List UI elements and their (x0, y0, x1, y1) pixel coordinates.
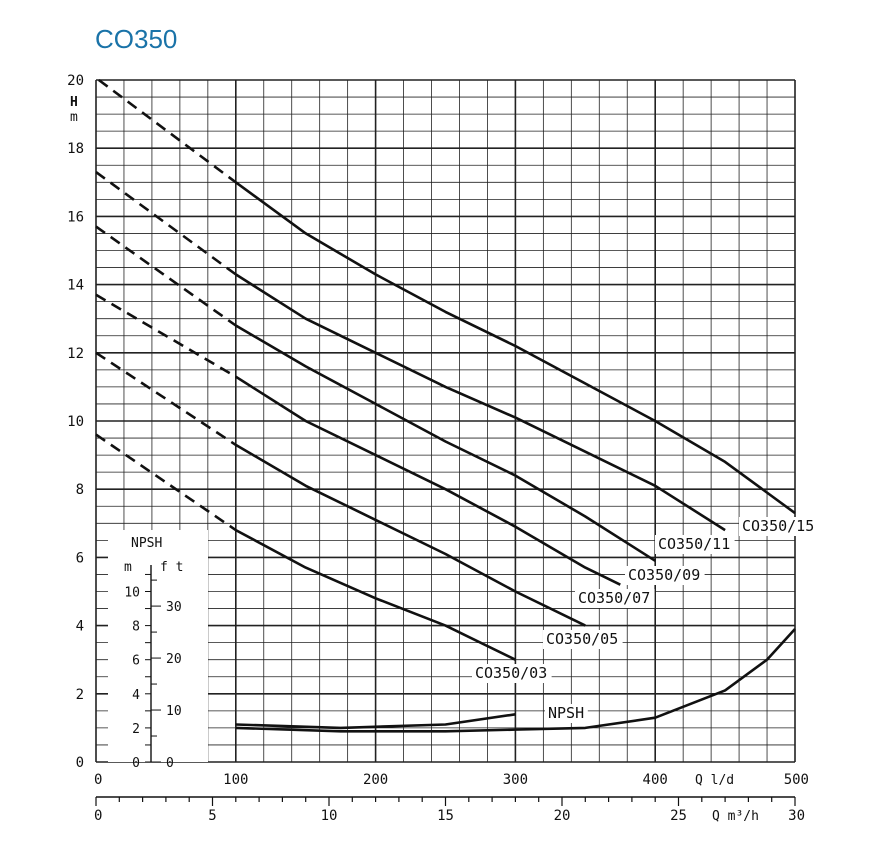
y-tick-label: 12 (67, 346, 84, 362)
npsh-scale-title: NPSH (131, 536, 162, 551)
series-label: CO350/03 (475, 664, 547, 682)
dashed-curve-segment (95, 433, 237, 532)
series-label-background (575, 589, 655, 608)
y-tick-label: 20 (67, 73, 84, 89)
series-npsh-secondary (235, 713, 516, 730)
secondary-x-tick-label: 0 (94, 808, 102, 824)
series-co350-03 (95, 433, 516, 661)
npsh-m-tick-label: 2 (132, 722, 140, 737)
secondary-x-tick-label: 30 (788, 808, 805, 824)
y-tick-label: 18 (67, 141, 84, 157)
dashed-curve-segment (95, 351, 237, 446)
page-title: CO350 (95, 24, 178, 54)
y-tick-label: 0 (76, 755, 84, 771)
series-npsh (235, 628, 796, 733)
npsh-m-tick-label: 10 (124, 586, 140, 601)
series-label: NPSH (548, 704, 584, 722)
y-tick-label: 14 (67, 278, 84, 294)
secondary-x-axis: 0 5 10 15 20 25 30 Q m³/h (94, 796, 805, 824)
solid-curve-segment (235, 181, 796, 515)
npsh-ft-tick-label: 0 (166, 756, 174, 771)
npsh-m-tick-label: 0 (132, 756, 140, 771)
npsh-m-tick-label: 8 (132, 620, 140, 635)
x-axis-unit-label: Q l/d (695, 773, 734, 788)
secondary-x-tick-label: 5 (208, 808, 216, 824)
npsh-unit-ft: f t (160, 560, 183, 575)
x-tick-label: 200 (363, 772, 388, 788)
series-label-background (655, 535, 735, 554)
series-label: CO350/05 (546, 630, 618, 648)
solid-curve-segment (235, 443, 586, 627)
x-tick-label: 0 (94, 772, 102, 788)
dashed-curve-segment (95, 225, 237, 327)
series-label-background (472, 664, 552, 683)
series-label-background (625, 566, 705, 585)
x-tick-label: 400 (643, 772, 668, 788)
series-co350-11 (95, 171, 726, 532)
solid-curve-segment (235, 375, 621, 586)
series-co350-09 (95, 225, 656, 562)
secondary-x-tick-label: 20 (554, 808, 571, 824)
grid-lines (95, 79, 796, 763)
secondary-x-tick-label: 15 (437, 808, 454, 824)
npsh-m-tick-label: 4 (132, 688, 140, 703)
npsh-scale: NPSH m f t 0 2 4 6 8 10 0 10 20 30 (108, 530, 208, 771)
solid-curve-segment (235, 324, 656, 562)
y-tick-label: 6 (76, 550, 84, 566)
secondary-x-tick-label: 10 (321, 808, 338, 824)
secondary-x-axis-unit-label: Q m³/h (712, 809, 759, 824)
y-tick-label: 2 (76, 687, 84, 703)
y-tick-label: 10 (67, 414, 84, 430)
y-axis-label-unit: m (70, 110, 78, 125)
npsh-ft-tick-label: 10 (166, 704, 182, 719)
npsh-unit-m: m (124, 560, 132, 575)
series-label-background (543, 630, 623, 649)
dashed-curve-segment (95, 171, 237, 276)
npsh-ft-tick-label: 30 (166, 600, 182, 615)
series-label: CO350/15 (742, 517, 814, 535)
dashed-curve-segment (98, 78, 237, 184)
series-label: CO350/11 (658, 535, 730, 553)
y-tick-label: 4 (76, 619, 84, 635)
dashed-curve-segment (95, 293, 237, 378)
x-tick-label: 300 (503, 772, 528, 788)
series-label-background (739, 517, 819, 536)
y-tick-label: 16 (67, 209, 84, 225)
solid-curve-segment (235, 273, 726, 532)
series-label: CO350/09 (628, 566, 700, 584)
solid-curve-segment (235, 713, 516, 730)
npsh-ft-tick-label: 20 (166, 652, 182, 667)
solid-curve-segment (235, 628, 796, 733)
y-tick-label: 8 (76, 482, 84, 498)
x-tick-label: 500 (784, 772, 809, 788)
y-axis-label-h: H (70, 95, 78, 110)
series-co350-05 (95, 351, 586, 627)
npsh-scale-background (108, 530, 208, 762)
series-label: CO350/07 (578, 589, 650, 607)
series-label-background (545, 704, 588, 723)
solid-curve-segment (235, 528, 516, 661)
npsh-m-tick-label: 6 (132, 654, 140, 669)
x-tick-label: 100 (223, 772, 248, 788)
series-co350-07 (95, 293, 621, 586)
secondary-x-tick-label: 25 (670, 808, 687, 824)
series-co350-15 (98, 78, 796, 515)
